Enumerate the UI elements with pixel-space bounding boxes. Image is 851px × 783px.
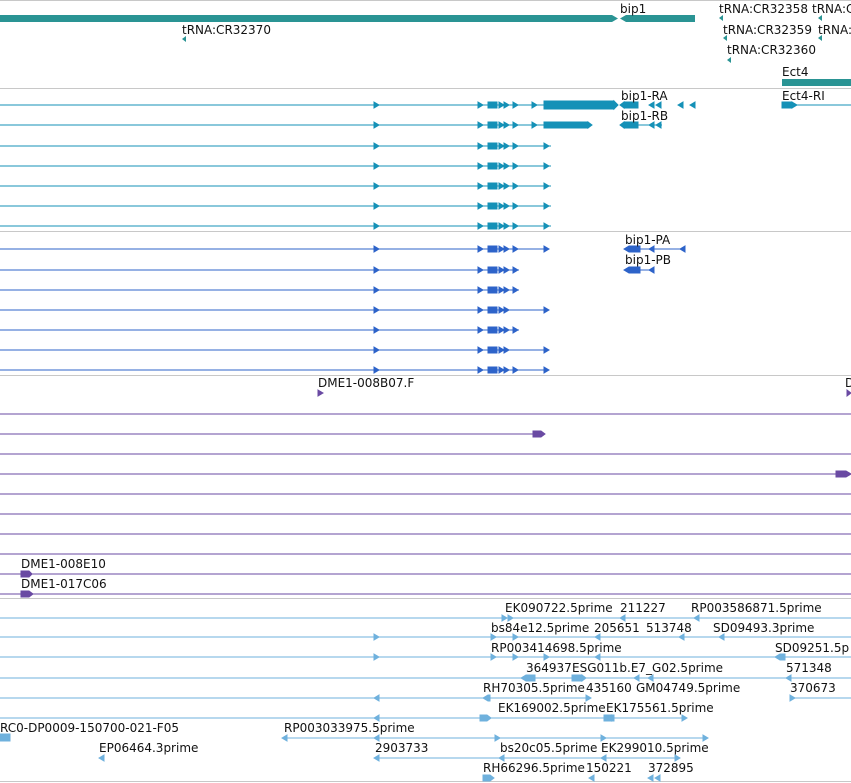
- transcript-row-7[interactable]: [0, 222, 551, 230]
- est-row-2[interactable]: [0, 633, 851, 641]
- est-label[interactable]: 205651: [594, 621, 640, 635]
- trna-c-glyph[interactable]: [818, 15, 822, 21]
- protein-row-5[interactable]: [0, 326, 519, 334]
- clone-glyph-dme1-017c06[interactable]: [20, 590, 34, 598]
- transcript-row-3[interactable]: [0, 142, 551, 150]
- track-separator: [0, 781, 851, 782]
- transcript-label-ect4-ri[interactable]: Ect4-RI: [782, 89, 825, 103]
- est-label[interactable]: SD09251.5p: [775, 641, 850, 655]
- est-row-5[interactable]: [0, 694, 851, 702]
- gene-label-trna-cr32360[interactable]: tRNA:CR32360: [727, 43, 816, 57]
- est-label[interactable]: 150221: [586, 761, 632, 775]
- protein-row-2[interactable]: [0, 266, 655, 274]
- est-row-7[interactable]: [0, 733, 709, 742]
- est-label[interactable]: RH70305.5prime: [483, 681, 585, 695]
- clone-glyph-dme1-008b07[interactable]: [317, 389, 324, 397]
- trna-cut2-glyph[interactable]: [818, 35, 822, 41]
- transcript-row-4[interactable]: [0, 162, 551, 170]
- est-label[interactable]: ESG011b.E7_G02.5prime: [572, 661, 724, 675]
- transcript-label-bip1-rb[interactable]: bip1-RB: [621, 109, 669, 123]
- transcript-label-bip1-ra[interactable]: bip1-RA: [621, 89, 668, 103]
- est-label[interactable]: GM04749.5prime: [636, 681, 741, 695]
- protein-label-bip1-pa[interactable]: bip1-PA: [625, 233, 671, 247]
- gene-bar-long-arrow: [612, 15, 618, 22]
- track-separator: [0, 88, 851, 89]
- est-label[interactable]: RP003033975.5prime: [284, 721, 415, 735]
- track-separator: [0, 0, 851, 1]
- est-label[interactable]: EP06464.3prime: [99, 741, 199, 755]
- clone-label-cut[interactable]: D: [845, 376, 851, 390]
- est-label[interactable]: RC0-DP0009-150700-021-F05: [0, 721, 179, 735]
- est-label[interactable]: SD09493.3prime: [713, 621, 815, 635]
- est-label[interactable]: 513748: [646, 621, 692, 635]
- gene-label-bip1[interactable]: bip1: [620, 2, 647, 16]
- transcript-exon[interactable]: [543, 100, 615, 110]
- est-row-6[interactable]: [0, 714, 688, 722]
- gene-track: [0, 15, 851, 86]
- clone-end[interactable]: [532, 430, 546, 438]
- clone-label-dme1-008b07[interactable]: DME1-008B07.F: [318, 376, 415, 390]
- est-label[interactable]: bs20c05.5prime: [500, 741, 598, 755]
- trna-cr32370-glyph[interactable]: [182, 36, 186, 42]
- transcript-track: [0, 99, 851, 230]
- gene-label-trna-cut2[interactable]: tRNA:: [818, 23, 851, 37]
- est-row-8[interactable]: [98, 754, 681, 762]
- transcript-row-6[interactable]: [0, 202, 551, 210]
- gene-bar-long[interactable]: [0, 15, 612, 22]
- est-label[interactable]: 364937: [526, 661, 572, 675]
- est-label[interactable]: 211227: [620, 601, 666, 615]
- est-row-1[interactable]: [0, 614, 851, 622]
- clone-glyph-dme1-008e10[interactable]: [20, 570, 33, 578]
- protein-label-bip1-pb[interactable]: bip1-PB: [625, 253, 672, 267]
- est-label[interactable]: RP003414698.5prime: [491, 641, 622, 655]
- est-label[interactable]: EK299010.5prime: [601, 741, 709, 755]
- est-track: [0, 614, 851, 782]
- clone-track: [0, 389, 851, 598]
- gene-label-ect4[interactable]: Ect4: [782, 65, 809, 79]
- clone-glyph-cut[interactable]: [846, 389, 851, 397]
- trna-cr32358-glyph[interactable]: [719, 15, 723, 21]
- protein-row-3[interactable]: [0, 286, 519, 294]
- gene-label-trna-cr32358[interactable]: tRNA:CR32358: [719, 2, 808, 16]
- protein-row-6[interactable]: [0, 346, 550, 354]
- clone-label-dme1-017c06[interactable]: DME1-017C06: [21, 577, 107, 591]
- protein-track: [0, 245, 686, 374]
- protein-row-1[interactable]: [0, 245, 686, 253]
- gene-label-trna-cut[interactable]: tRNA:C: [812, 2, 851, 16]
- est-row-4[interactable]: [0, 674, 851, 682]
- track-separator: [0, 231, 851, 232]
- est-label[interactable]: 435160: [586, 681, 632, 695]
- est-label[interactable]: RH66296.5prime: [483, 761, 585, 775]
- track-separator: [0, 598, 851, 599]
- est-label[interactable]: EK175561.5prime: [606, 701, 714, 715]
- trna-cr32359-glyph[interactable]: [723, 35, 727, 41]
- est-label[interactable]: EK090722.5prime: [505, 601, 613, 615]
- est-label[interactable]: EK169002.5prime: [498, 701, 606, 715]
- est-label[interactable]: 2903733: [375, 741, 429, 755]
- clone-label-dme1-008e10[interactable]: DME1-008E10: [21, 557, 106, 571]
- est-row-9[interactable]: [482, 774, 661, 782]
- protein-row-7[interactable]: [0, 366, 550, 374]
- est-row-3[interactable]: [0, 653, 851, 661]
- est-label[interactable]: RP003586871.5prime: [691, 601, 822, 615]
- gene-label-trna-cr32370[interactable]: tRNA:CR32370: [182, 23, 271, 37]
- gene-bar-bip1[interactable]: [620, 15, 695, 22]
- transcript-row-5[interactable]: [0, 182, 551, 190]
- clone-end[interactable]: [835, 470, 851, 478]
- gene-label-trna-cr32359[interactable]: tRNA:CR32359: [723, 23, 812, 37]
- trna-cr32360-glyph[interactable]: [727, 57, 731, 63]
- est-label[interactable]: 571348: [786, 661, 832, 675]
- track-separator: [0, 375, 851, 376]
- protein-row-4[interactable]: [0, 306, 550, 314]
- gene-bar-ect4[interactable]: [782, 79, 851, 86]
- est-label[interactable]: bs84e12.5prime: [491, 621, 590, 635]
- est-label[interactable]: 372895: [648, 761, 694, 775]
- est-label[interactable]: 370673: [790, 681, 836, 695]
